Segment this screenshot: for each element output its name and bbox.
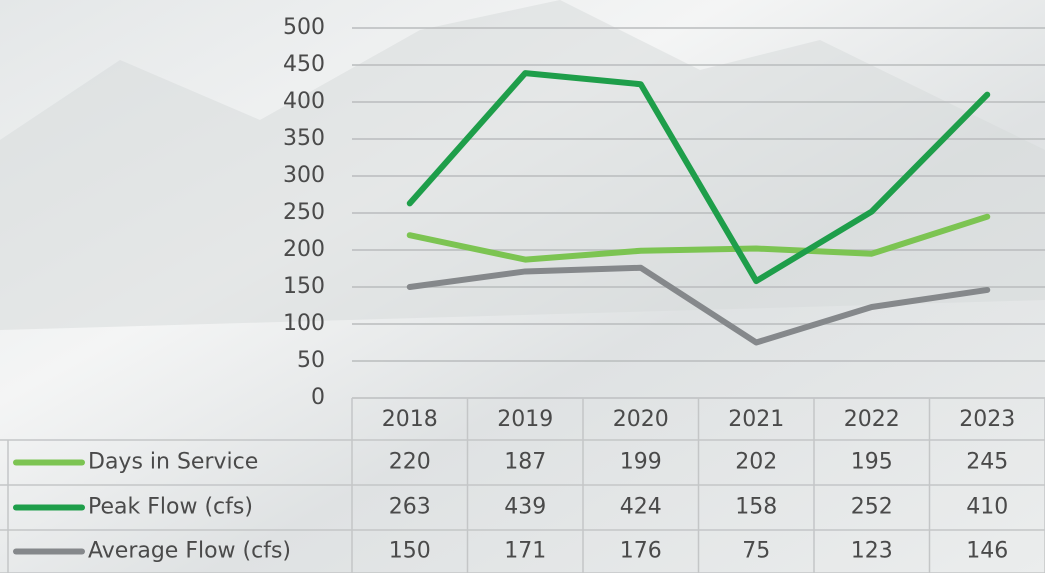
- y-tick-label: 350: [283, 126, 325, 151]
- x-tick-label: 2021: [728, 407, 784, 432]
- x-tick-label: 2020: [613, 407, 669, 432]
- y-tick-label: 500: [283, 15, 325, 40]
- table-value: 263: [389, 495, 431, 520]
- table-value: 123: [851, 539, 893, 564]
- table-value: 199: [620, 450, 662, 475]
- y-tick-label: 250: [283, 200, 325, 225]
- y-tick-label: 150: [283, 274, 325, 299]
- legend-label: Average Flow (cfs): [88, 539, 291, 564]
- table-value: 195: [851, 450, 893, 475]
- table-value: 158: [735, 495, 777, 520]
- table-value: 252: [851, 495, 893, 520]
- x-tick-label: 2018: [382, 407, 438, 432]
- table-value: 150: [389, 539, 431, 564]
- table-value: 146: [966, 539, 1008, 564]
- table-value: 424: [620, 495, 662, 520]
- table-value: 202: [735, 450, 777, 475]
- y-tick-label: 300: [283, 163, 325, 188]
- table-value: 410: [966, 495, 1008, 520]
- y-tick-label: 100: [283, 311, 325, 336]
- table-value: 171: [504, 539, 546, 564]
- x-tick-label: 2022: [844, 407, 900, 432]
- legend-label: Peak Flow (cfs): [88, 495, 253, 520]
- legend-label: Days in Service: [88, 450, 258, 475]
- chart: 0 50 100 150 200 250 300 350 400 450 500 2018 2019 2…: [0, 0, 1045, 573]
- table-value: 176: [620, 539, 662, 564]
- table-value: 75: [742, 539, 770, 564]
- x-tick-label: 2023: [959, 407, 1015, 432]
- y-tick-label: 450: [283, 52, 325, 77]
- x-tick-label: 2019: [497, 407, 553, 432]
- y-tick-label: 200: [283, 237, 325, 262]
- table-value: 220: [389, 450, 431, 475]
- y-tick-label: 400: [283, 89, 325, 114]
- table-value: 245: [966, 450, 1008, 475]
- table-value: 187: [504, 450, 546, 475]
- y-tick-label: 0: [311, 385, 325, 410]
- table-value: 439: [504, 495, 546, 520]
- y-tick-label: 50: [297, 348, 325, 373]
